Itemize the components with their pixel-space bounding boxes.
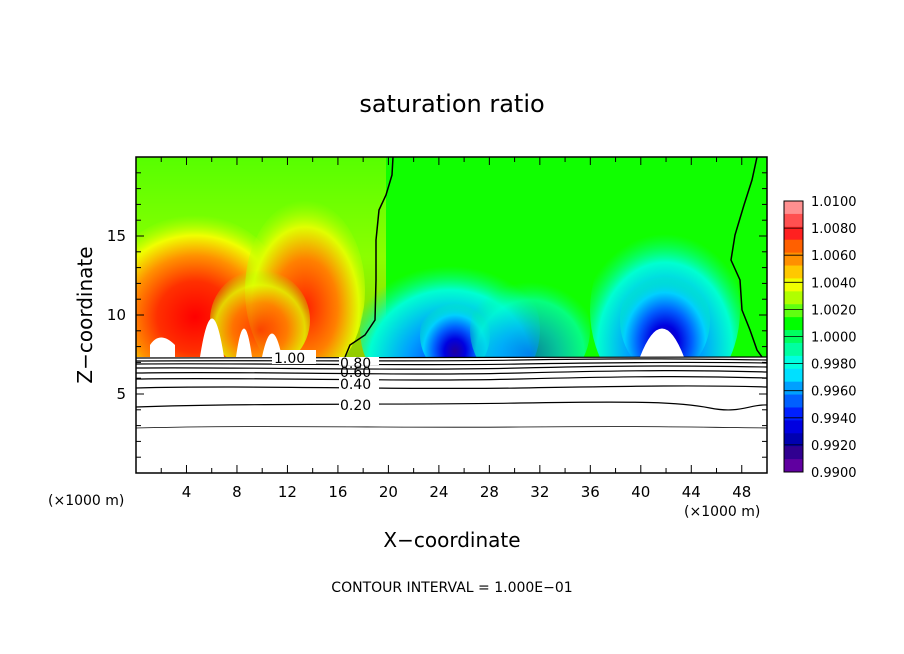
colorbar-label: 1.0100 [811,195,857,210]
colorbar-label: 0.9960 [811,385,857,400]
x-tick-label: 40 [631,483,650,501]
x-tick-label: 44 [682,483,701,501]
colorbar-label: 1.0000 [811,331,857,346]
x-tick-label: 36 [581,483,600,501]
colorbar-label: 1.0080 [811,222,857,237]
y-tick-label: 5 [116,385,126,403]
colorbar-swatch [784,278,803,292]
colorbar-label: 1.0040 [811,276,857,291]
colorbar-swatch [784,291,803,305]
x-axis: 4 8 12 16 20 24 28 32 36 40 44 48 [160,157,751,501]
colorbar-swatch [784,239,803,254]
colorbar-swatch [784,265,803,279]
x-tick-label: 32 [530,483,549,501]
x-tick-label: 24 [429,483,448,501]
x-unit-right: (×1000 m) [684,504,760,520]
colorbar-label: 0.9900 [811,466,857,481]
colorbar-label: 1.0020 [811,303,857,318]
colorbar-swatch [784,213,803,228]
colorbar: 1.0100 1.0080 1.0060 1.0040 1.0020 1.0000 0.99… [783,195,857,481]
colorbar-swatch [784,433,803,447]
colorbar-label: 0.9980 [811,358,857,373]
colorbar-swatch [784,201,803,215]
x-tick-label: 28 [480,483,499,501]
contour-label-1.00: 1.00 [274,351,305,367]
y-tick-label: 10 [107,306,126,324]
colorbar-swatch [784,368,803,383]
x-axis-label: X−coordinate [383,528,520,552]
y-tick-label: 15 [107,227,126,245]
contour-interval-footer: CONTOUR INTERVAL = 1.000E−01 [331,580,572,596]
x-tick-label: 8 [232,483,242,501]
colorbar-swatch [784,459,803,473]
unity-contours [344,156,763,358]
x-unit-left: (×1000 m) [48,493,124,509]
contour-labels: 1.00 0.80 0.60 0.40 0.20 [272,350,379,414]
x-tick-label: 4 [182,483,192,501]
x-tick-label: 16 [328,483,347,501]
colorbar-swatch [784,446,803,460]
colorbar-label: 0.9920 [811,439,857,454]
chart-title: saturation ratio [359,90,544,118]
colorbar-label: 1.0060 [811,249,857,264]
colorbar-swatch [784,394,803,408]
contour-lines [135,356,768,429]
colorbar-swatch [784,342,803,357]
contour-label-0.20: 0.20 [340,398,371,414]
y-axis-label: Z−coordinate [73,246,97,383]
colorbar-swatch [784,381,803,396]
colorbar-swatch [784,304,803,318]
x-tick-label: 48 [732,483,751,501]
colorbar-swatch [784,420,803,434]
contour-label-0.80: 0.80 [340,356,371,372]
colorbar-swatch [784,226,803,241]
x-tick-label: 20 [379,483,398,501]
y-axis: 5 10 15 [107,172,767,458]
colorbar-swatch [784,407,803,421]
colorbar-swatch [784,317,803,331]
x-tick-label: 12 [278,483,297,501]
saturation-field [136,157,767,357]
contour-label-0.40: 0.40 [340,377,371,393]
colorbar-swatch [784,355,803,370]
colorbar-label: 0.9940 [811,412,857,427]
colorbar-swatch [784,252,803,267]
